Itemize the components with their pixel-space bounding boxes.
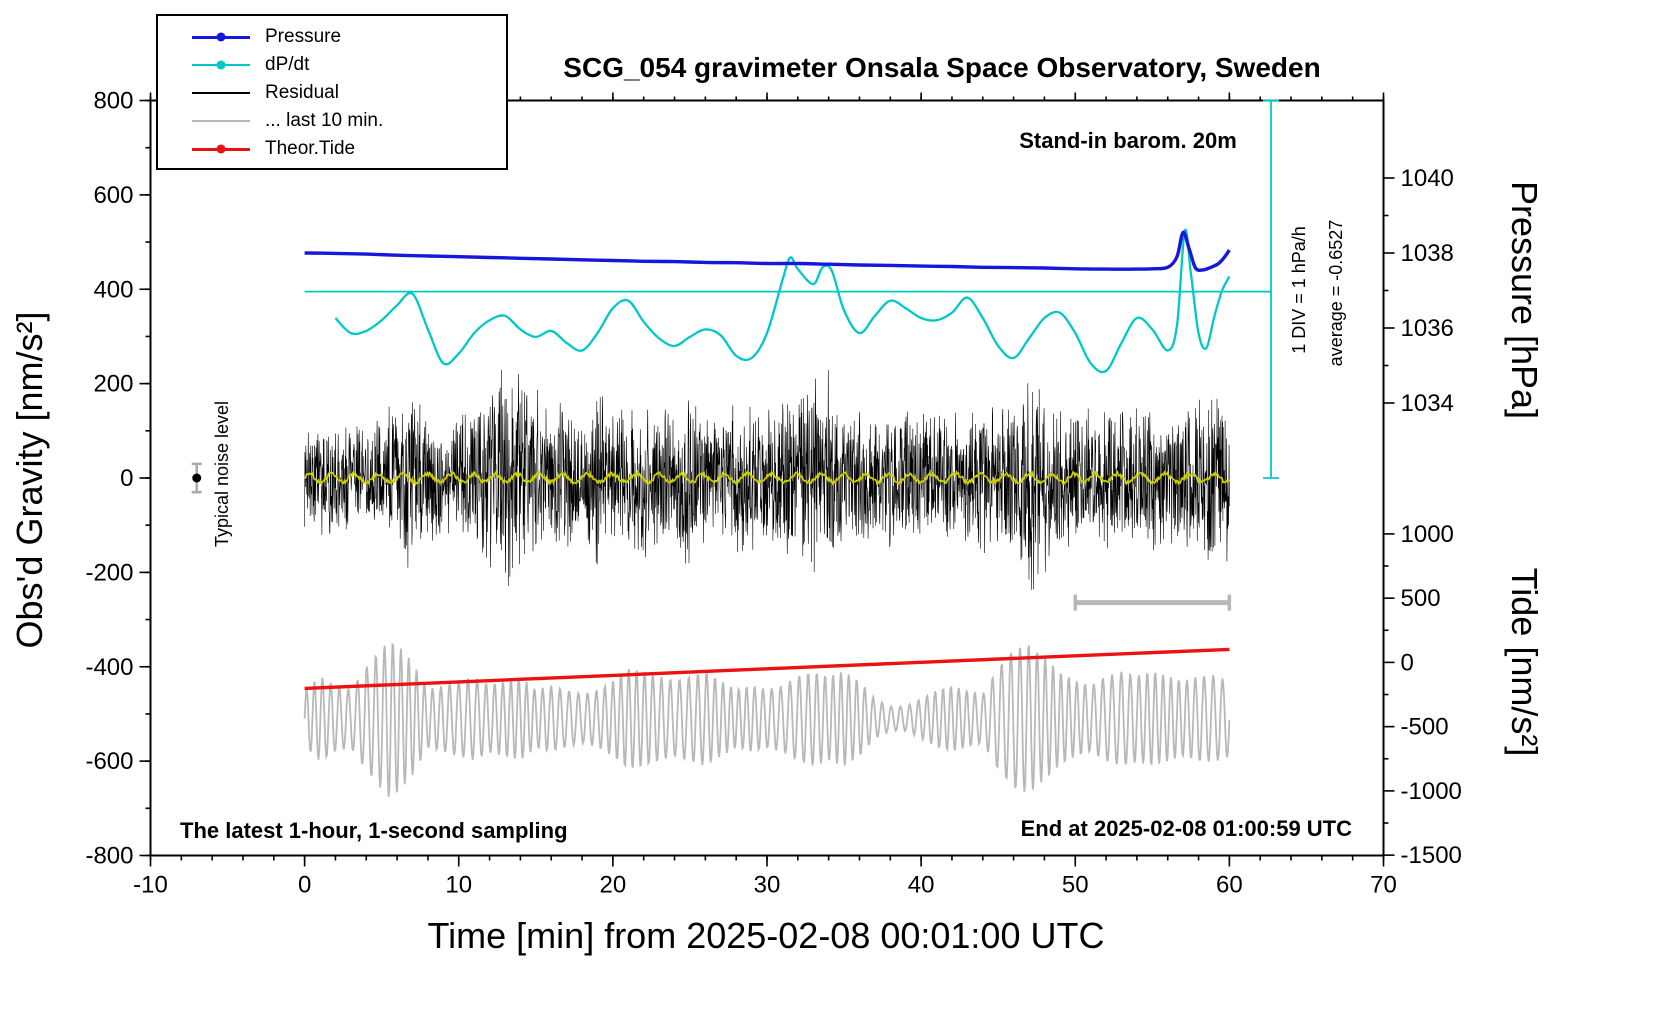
- x-tick-label: 0: [298, 872, 311, 899]
- x-tick-label: 50: [1062, 872, 1089, 899]
- chart-canvas: -10 0 10 20 30 40 50 60 70 -800 -600 -400 -200 0 200 40…: [85, 88, 1461, 899]
- annotation-sampling: The latest 1-hour, 1-second sampling: [180, 818, 568, 843]
- legend-marker-dot: [216, 60, 226, 70]
- residual-filtered-line: [304, 469, 1231, 487]
- gravity-tick-label: 0: [120, 465, 133, 492]
- dpdt-line: [334, 228, 1231, 374]
- legend-item: Pressure: [158, 23, 506, 51]
- legend-item-label: ... last 10 min.: [265, 110, 384, 131]
- x-tick-label: 40: [908, 872, 935, 899]
- x-tick-label: 10: [445, 872, 472, 899]
- x-axis-label: Time [min] from 2025-02-08 00:01:00 UTC: [428, 915, 1105, 956]
- annotation-barometer: Stand-in barom. 20m: [1019, 128, 1237, 153]
- pressure-tick-label: 1036: [1401, 315, 1454, 342]
- pressure-tick-label: 1038: [1401, 240, 1454, 267]
- tide-tick-label: -500: [1401, 714, 1449, 741]
- gravity-tick-label: 600: [93, 182, 133, 209]
- gravity-tick-label: 800: [93, 88, 133, 115]
- annotation-noise-level: Typical noise level: [212, 401, 232, 547]
- legend-item: dP/dt: [158, 51, 506, 79]
- pressure-tick-label: 1034: [1401, 390, 1454, 417]
- x-tick-label: -10: [133, 872, 168, 899]
- legend-marker-dot: [216, 32, 226, 42]
- legend-line-sample: [192, 144, 250, 154]
- legend: Pressure dP/dt Residual ... last 10 min. The…: [156, 14, 508, 170]
- pressure-tick-label: 1040: [1401, 165, 1454, 192]
- legend-line-sample: [192, 32, 250, 42]
- gravity-tick-label: -400: [85, 654, 133, 681]
- tide-tick-label: -1000: [1401, 778, 1462, 805]
- chart-title: SCG_054 gravimeter Onsala Space Observat…: [563, 52, 1320, 83]
- annotation-average: average = -0.6527: [1326, 220, 1346, 367]
- gravity-tick-label: -600: [85, 748, 133, 775]
- gravity-tick-label: -800: [85, 843, 133, 870]
- time-scale-bar: [1073, 594, 1232, 611]
- legend-marker-dot: [216, 144, 226, 154]
- gravity-tick-label: 200: [93, 371, 133, 398]
- tide-line: [304, 647, 1230, 691]
- x-tick-label: 30: [754, 872, 781, 899]
- legend-item: Theor.Tide: [158, 135, 506, 163]
- y-axis-label-pressure: Pressure [hPa]: [1504, 181, 1545, 419]
- x-tick-label: 60: [1216, 872, 1243, 899]
- tide-tick-label: 500: [1401, 585, 1441, 612]
- legend-item-label: Pressure: [265, 26, 342, 47]
- x-tick-label: 70: [1370, 872, 1397, 899]
- legend-item-label: Theor.Tide: [265, 138, 356, 159]
- y-axis-label-tide: Tide [nm/s²]: [1504, 568, 1545, 757]
- y-axis-label-gravity: Obs'd Gravity [nm/s²]: [9, 312, 50, 649]
- legend-item-label: dP/dt: [265, 54, 310, 75]
- annotation-end-time: End at 2025-02-08 01:00:59 UTC: [1021, 816, 1352, 841]
- gravity-tick-label: 400: [93, 276, 133, 303]
- tide-tick-label: -1500: [1401, 842, 1462, 869]
- residual-line: [304, 369, 1230, 590]
- gravity-tick-label: -200: [85, 559, 133, 586]
- tide-tick-label: 0: [1401, 649, 1414, 676]
- annotation-div-scale: 1 DIV = 1 hPa/h: [1289, 226, 1309, 354]
- legend-item: ... last 10 min.: [158, 107, 506, 135]
- legend-item-label: Residual: [265, 82, 339, 103]
- legend-line-sample: [192, 92, 250, 94]
- legend-line-sample: [192, 120, 250, 122]
- legend-item: Residual: [158, 79, 506, 107]
- tide-tick-label: 1000: [1401, 521, 1454, 548]
- axes: -10 0 10 20 30 40 50 60 70 -800 -600 -400 -200 0 200 40…: [85, 88, 1461, 899]
- noise-level-marker: [191, 462, 202, 494]
- legend-line-sample: [192, 60, 250, 70]
- x-tick-label: 20: [600, 872, 627, 899]
- dpdt-scale-bar: [1262, 99, 1279, 479]
- pressure-line: [304, 230, 1231, 272]
